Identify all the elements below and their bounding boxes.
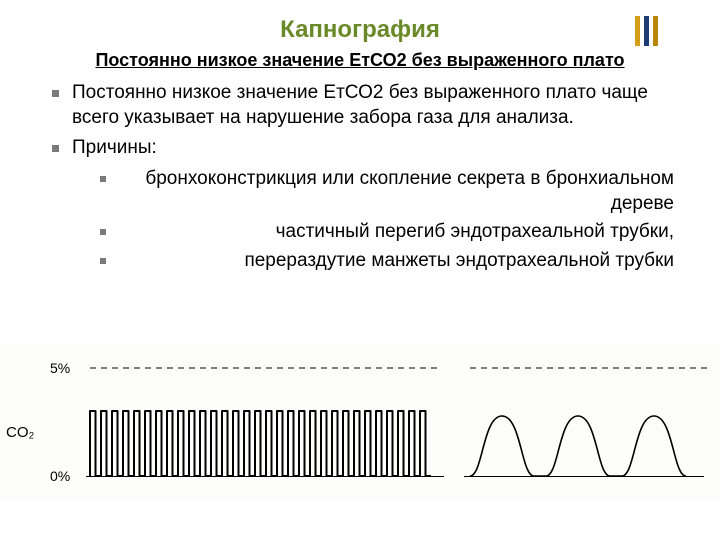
svg-text:5%: 5% — [50, 360, 70, 376]
sub-bullet-item: перераздутие манжеты эндотрахеальной тру… — [100, 249, 674, 274]
slide-subtitle: Постоянно низкое значение ЕтСО2 без выра… — [0, 50, 720, 71]
sub-bullet-item: частичный перегиб эндотрахеальной трубки… — [100, 220, 674, 245]
sub-bullet-item: бронхоконстрикция или скопление секрета … — [100, 167, 674, 216]
bullet-item: Постоянно низкое значение ЕтСО2 без выра… — [52, 81, 674, 130]
svg-text:CO₂: CO₂ — [6, 424, 35, 441]
accent-stripe-top — [635, 16, 665, 46]
slide-title: Капнография — [0, 16, 720, 44]
main-bullet-list: Постоянно низкое значение ЕтСО2 без выра… — [0, 81, 720, 161]
sub-bullet-list: бронхоконстрикция или скопление секрета … — [0, 167, 720, 274]
bullet-item: Причины: — [52, 136, 674, 161]
svg-text:0%: 0% — [50, 468, 70, 484]
capnography-waveform-chart: 5% 0% CO₂ — [0, 346, 720, 501]
